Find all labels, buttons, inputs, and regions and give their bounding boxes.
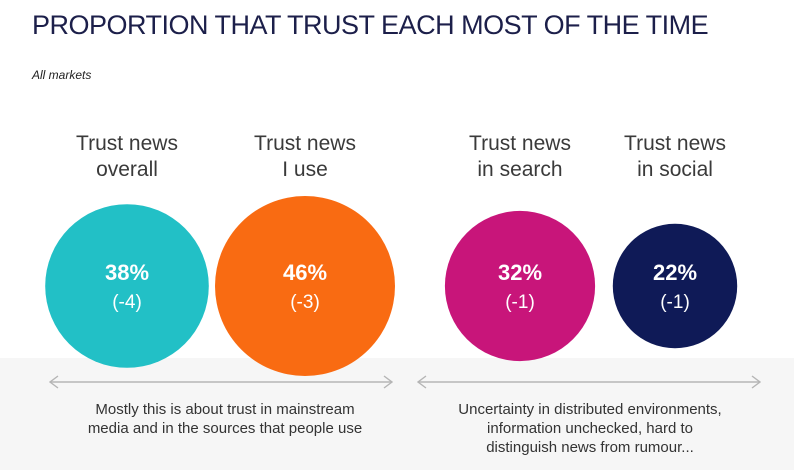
- bubble-value-label: 32%: [498, 260, 542, 285]
- bubble-4: [612, 223, 738, 349]
- note-line: Mostly this is about trust in mainstream: [95, 401, 355, 418]
- left-range-arrow: [48, 375, 394, 389]
- notes-panel: [0, 358, 794, 470]
- bubble-change-label: (-3): [290, 292, 320, 313]
- bubble-3: [444, 210, 596, 362]
- bubble-2: [215, 196, 395, 376]
- chart-title: PROPORTION THAT TRUST EACH MOST OF THE T…: [32, 10, 709, 40]
- label-line: Trust news: [469, 132, 571, 155]
- label-line: Trust news: [254, 132, 356, 155]
- right-range-arrow: [416, 375, 762, 389]
- bubble-change-label: (-4): [112, 292, 142, 313]
- label-line: Trust news: [76, 132, 178, 155]
- bubble-change-label: (-1): [505, 292, 535, 313]
- bubble-value-label: 22%: [653, 260, 697, 285]
- bubble-change-label: (-1): [660, 292, 690, 313]
- chart-subtitle: All markets: [32, 68, 92, 82]
- bubble-1: [45, 204, 209, 368]
- note-left: Mostly this is about trust in mainstream…: [40, 400, 410, 438]
- label-line: I use: [282, 158, 328, 181]
- label-trust-search: Trust news in search: [440, 131, 600, 183]
- label-trust-overall: Trust news overall: [47, 131, 207, 183]
- label-line: in social: [637, 158, 713, 181]
- label-trust-social: Trust news in social: [595, 131, 755, 183]
- label-line: in search: [477, 158, 563, 181]
- note-line: Uncertainty in distributed environments,: [458, 401, 722, 418]
- label-trust-i-use: Trust news I use: [225, 131, 385, 183]
- note-line: distinguish news from rumour...: [486, 439, 694, 456]
- bubble-value-label: 46%: [283, 260, 327, 285]
- note-right: Uncertainty in distributed environments,…: [412, 400, 768, 457]
- label-line: overall: [96, 158, 158, 181]
- bubble-value-label: 38%: [105, 260, 149, 285]
- note-line: information unchecked, hard to: [487, 420, 693, 437]
- label-line: Trust news: [624, 132, 726, 155]
- note-line: media and in the sources that people use: [87, 420, 363, 437]
